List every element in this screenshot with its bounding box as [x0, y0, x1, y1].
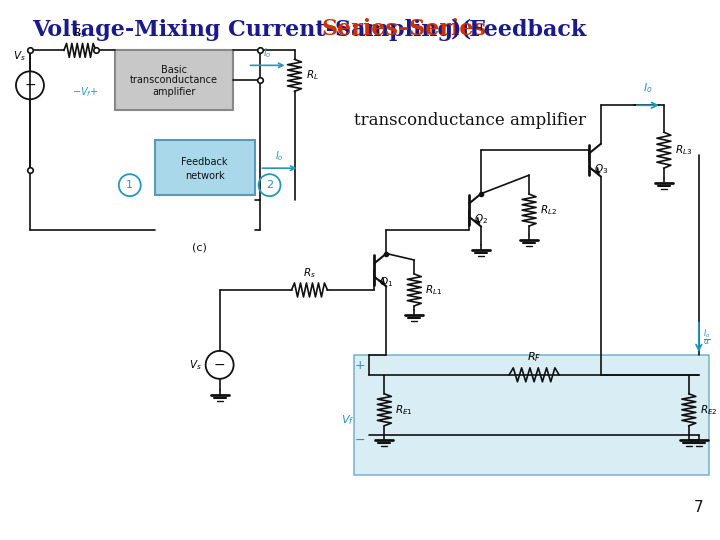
- Text: $R_L$: $R_L$: [307, 69, 319, 82]
- Text: transconductance amplifier: transconductance amplifier: [354, 112, 586, 129]
- Text: ) Feedback: ) Feedback: [451, 18, 587, 40]
- Text: Series–Series: Series–Series: [321, 18, 487, 40]
- Text: −: −: [214, 358, 225, 372]
- Text: $I_o$: $I_o$: [643, 82, 653, 95]
- Text: $Q_3$: $Q_3$: [594, 162, 608, 176]
- Text: amplifier: amplifier: [152, 87, 195, 97]
- Text: $+$: $+$: [354, 359, 365, 372]
- Text: 2: 2: [266, 180, 273, 190]
- Bar: [354, 355, 708, 475]
- Text: $R_{E2}$: $R_{E2}$: [700, 403, 717, 417]
- Text: $R_s$: $R_s$: [73, 26, 86, 40]
- Text: $-$: $-$: [354, 433, 365, 446]
- Text: $Q_2$: $Q_2$: [474, 212, 488, 226]
- Text: (c): (c): [192, 242, 207, 252]
- Text: 7: 7: [694, 500, 704, 515]
- Bar: [155, 140, 255, 195]
- Text: $R_{L3}$: $R_{L3}$: [675, 143, 692, 157]
- Text: $R_{E1}$: $R_{E1}$: [395, 403, 413, 417]
- Text: $I_o$: $I_o$: [275, 150, 284, 163]
- Text: $R_F$: $R_F$: [527, 350, 541, 364]
- Text: $R_s$: $R_s$: [303, 266, 316, 280]
- Text: transconductance: transconductance: [130, 75, 217, 85]
- Text: $-V_f\!+$: $-V_f\!+$: [72, 85, 99, 99]
- Text: $Q_1$: $Q_1$: [379, 275, 394, 289]
- Text: −: −: [24, 78, 36, 92]
- Text: $R_{L2}$: $R_{L2}$: [540, 203, 557, 217]
- Text: 1: 1: [126, 180, 133, 190]
- Text: $V_f$: $V_f$: [341, 413, 354, 427]
- Text: network: network: [185, 171, 225, 181]
- Text: $R_{L1}$: $R_{L1}$: [426, 283, 443, 297]
- Text: Feedback: Feedback: [181, 157, 228, 167]
- Bar: [114, 50, 233, 110]
- Text: Basic: Basic: [161, 65, 186, 75]
- Text: $I_o$: $I_o$: [264, 46, 272, 60]
- Text: $V_s$: $V_s$: [13, 50, 26, 63]
- Text: $\frac{I_o}{\alpha}$: $\frac{I_o}{\alpha}$: [703, 327, 711, 348]
- Text: Voltage-Mixing Current-Sampling (: Voltage-Mixing Current-Sampling (: [32, 18, 471, 40]
- Text: $V_s$: $V_s$: [189, 358, 202, 372]
